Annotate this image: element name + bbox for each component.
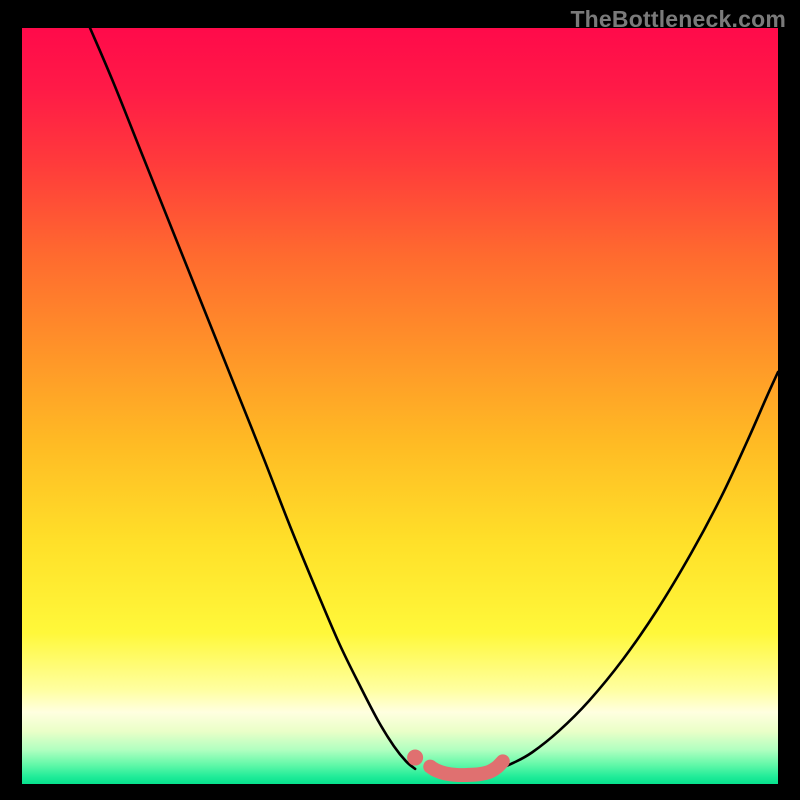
bottleneck-chart-svg <box>22 28 778 784</box>
gradient-background <box>22 28 778 784</box>
chart-container: TheBottleneck.com <box>0 0 800 800</box>
plot-area <box>22 28 778 784</box>
valley-marker-dot <box>407 750 423 766</box>
